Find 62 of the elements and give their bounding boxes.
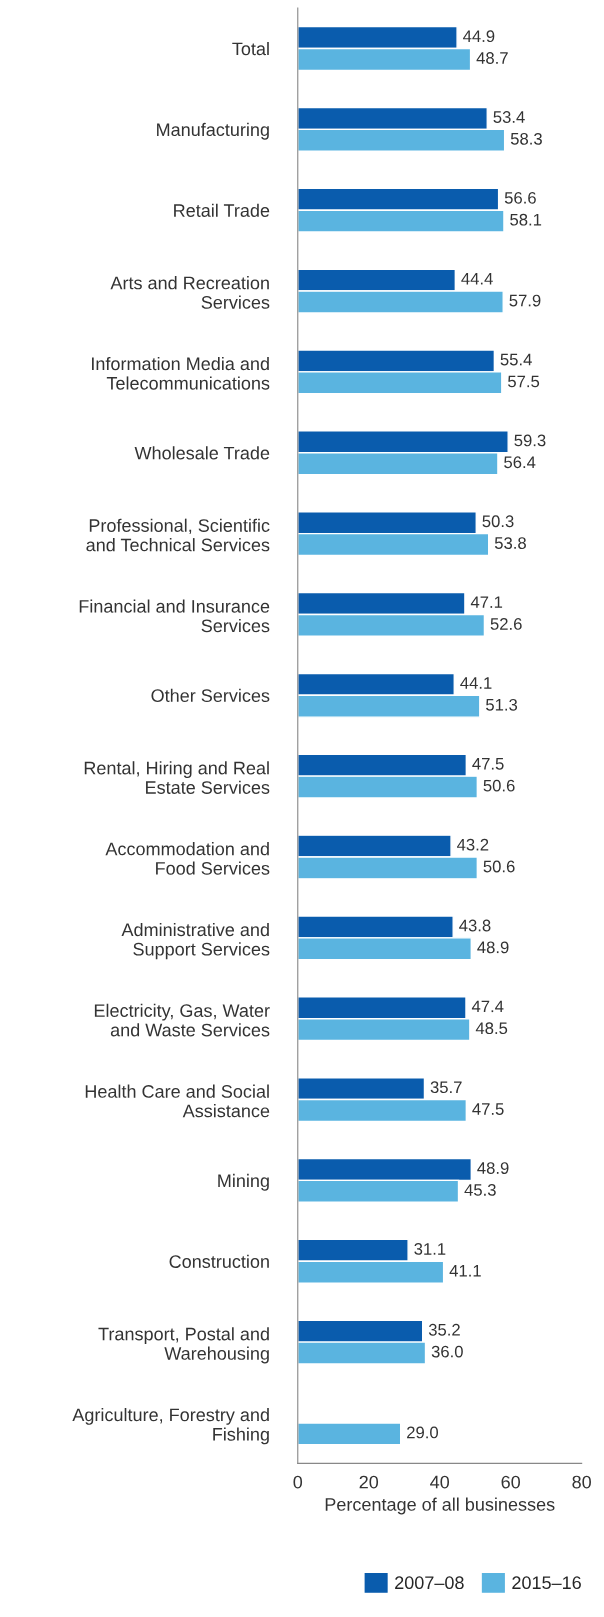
data-label: 47.5 [472, 1103, 504, 1115]
data-label: 53.4 [493, 111, 525, 123]
data-label: 56.6 [504, 191, 536, 204]
data-label: 50.6 [483, 860, 515, 873]
data-label: 47.4 [471, 1000, 504, 1013]
x-tick-label: 60 [501, 1475, 521, 1489]
data-label: 43.2 [457, 838, 489, 851]
legend-label: 2015–16 [512, 1576, 581, 1590]
data-label: 29.0 [407, 1426, 439, 1439]
data-label: 31.1 [414, 1243, 446, 1255]
x-tick-label: 80 [572, 1475, 591, 1489]
y-tick-label: Professional, Scientific and Technical Services [86, 518, 270, 552]
data-label: 44.9 [463, 30, 495, 43]
data-label: 48.9 [477, 941, 509, 954]
data-label: 35.7 [430, 1081, 462, 1094]
y-tick-label: Manufacturing [157, 122, 269, 140]
y-tick-label: Financial and Insurance Services [79, 599, 270, 633]
x-axis-title: Percentage of all businesses [325, 1497, 555, 1515]
y-tick-label: Construction [169, 1254, 269, 1268]
data-label: 52.6 [490, 618, 522, 630]
y-tick-label: Wholesale Trade [134, 446, 270, 460]
y-tick-label: Other Services [151, 688, 270, 703]
data-label: 53.8 [494, 537, 526, 549]
y-tick-label: Arts and Recreation Services [110, 276, 270, 309]
legend-label: 2007–08 [395, 1576, 464, 1590]
x-tick-label: 40 [430, 1475, 450, 1489]
y-tick-label: Total [232, 41, 269, 56]
y-tick-label: Electricity, Gas, Water and Waste Services [94, 1003, 270, 1037]
data-label: 48.5 [475, 1022, 508, 1035]
data-label: 47.5 [472, 758, 504, 770]
data-label: 50.3 [482, 515, 514, 528]
data-label: 45.3 [464, 1184, 496, 1196]
data-label: 35.2 [428, 1323, 460, 1336]
data-label: 57.5 [508, 375, 540, 388]
data-label: 44.4 [461, 272, 493, 285]
data-label: 43.8 [459, 919, 491, 932]
x-tick-label: 0 [293, 1475, 303, 1489]
bar [297, 1422, 402, 1446]
y-tick-label: Information Media and Telecommunications [92, 356, 270, 390]
data-label: 59.3 [514, 434, 546, 447]
data-label: 41.1 [449, 1265, 481, 1277]
data-label: 48.7 [476, 52, 508, 64]
y-tick-label: Administrative and Support Services [121, 922, 270, 960]
data-label: 56.4 [504, 456, 536, 469]
data-label: 36.0 [431, 1345, 463, 1358]
y-tick-label: Rental, Hiring and Real Estate Services [84, 761, 270, 794]
data-label: 50.6 [483, 779, 515, 792]
data-label: 58.1 [510, 213, 542, 226]
data-label: 58.3 [510, 132, 542, 145]
data-label: 48.9 [477, 1162, 509, 1174]
y-tick-label: Health Care and Social Assistance [85, 1084, 270, 1118]
y-tick-label: Transport, Postal and Warehousing [98, 1327, 269, 1364]
y-tick-label: Retail Trade [174, 203, 270, 217]
y-tick-label: Mining [218, 1173, 269, 1191]
data-label: 57.9 [509, 294, 541, 307]
data-label: 47.1 [470, 596, 503, 608]
x-tick-label: 20 [359, 1475, 379, 1489]
data-label: 44.1 [460, 677, 492, 689]
y-tick-label: Accommodation and Food Services [105, 842, 270, 875]
data-label: 55.4 [500, 353, 532, 366]
y-tick-label: Agriculture, Forestry and Fishing [72, 1408, 269, 1445]
data-label: 51.3 [486, 698, 518, 711]
